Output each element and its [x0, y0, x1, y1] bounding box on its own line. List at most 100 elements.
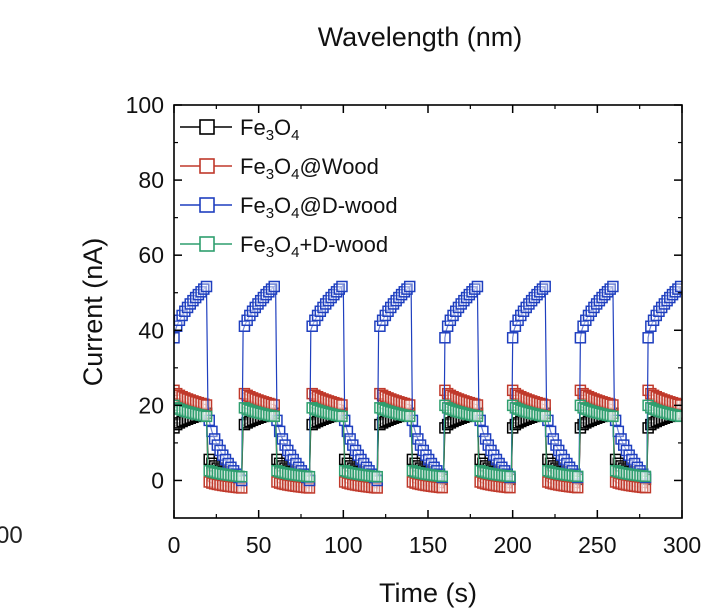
data-point [479, 433, 492, 445]
data-point [571, 481, 584, 494]
data-point [509, 320, 522, 332]
data-point [504, 481, 516, 494]
legend-entry: Fe3O4@D-wood [180, 193, 398, 222]
y-tick-label: 80 [138, 167, 164, 193]
legend-entry: Fe3O4 [180, 115, 300, 144]
data-point [672, 283, 682, 295]
data-point [639, 481, 652, 494]
data-point [401, 283, 413, 295]
legend-entry: Fe3O4@Wood [180, 154, 379, 183]
data-point [336, 280, 348, 293]
data-point [639, 470, 652, 483]
data-point [200, 399, 213, 411]
data-point [506, 332, 519, 344]
data-point [273, 425, 286, 438]
x-tick-label: 300 [663, 532, 701, 558]
data-point [371, 470, 383, 483]
x-tick-label: 200 [493, 532, 531, 558]
data-point [409, 425, 421, 438]
data-point [471, 410, 484, 423]
x-axis-title: Time (s) [379, 578, 477, 608]
data-point [471, 399, 484, 411]
data-point [333, 283, 346, 295]
data-point [607, 399, 619, 411]
data-point [403, 399, 416, 411]
data-point [607, 280, 619, 293]
series-2 [174, 280, 682, 487]
top-axis-title: Wavelength (nm) [318, 22, 523, 52]
legend-marker [199, 236, 215, 252]
legend-marker [199, 197, 215, 213]
data-point [174, 320, 183, 332]
data-point [198, 283, 210, 295]
data-point [268, 410, 280, 423]
y-tick-label: 100 [126, 92, 164, 118]
data-point [374, 320, 386, 332]
data-point [268, 280, 280, 293]
data-point [303, 470, 316, 483]
data-point [645, 320, 657, 332]
x-tick-label: 250 [578, 532, 616, 558]
data-point [441, 320, 454, 332]
data-point [306, 320, 318, 332]
data-point [436, 470, 448, 483]
data-point [571, 470, 584, 483]
data-point [235, 470, 248, 483]
legend-label: Fe3O4@D-wood [240, 193, 398, 222]
x-tick-label: 50 [246, 532, 272, 558]
data-point [539, 280, 551, 293]
data-point [539, 399, 551, 411]
data-point [174, 332, 180, 344]
data-point [341, 425, 354, 438]
data-point [403, 280, 416, 293]
series-1 [174, 384, 682, 494]
series-layer [174, 280, 682, 494]
legend-marker [199, 158, 215, 174]
y-tick-label: 40 [138, 317, 164, 343]
data-point [344, 433, 356, 445]
data-point [674, 280, 682, 293]
legend-label: Fe3O4+D-wood [240, 232, 388, 261]
y-tick-label: 20 [138, 392, 164, 418]
legend-marker [199, 119, 215, 135]
data-point [536, 283, 549, 295]
series-line [174, 283, 682, 483]
legend-label: Fe3O4@Wood [240, 154, 379, 183]
data-point [439, 332, 451, 344]
data-point [336, 410, 348, 423]
data-point [577, 320, 589, 332]
x-tick-label: 150 [409, 532, 447, 558]
data-point [607, 410, 619, 423]
data-point [642, 332, 654, 344]
data-point [471, 280, 484, 293]
legend: Fe3O4 Fe3O4@Wood Fe3O4@D-wood Fe3O4+D-wood [180, 115, 398, 261]
axes-layer: 0 50 100 150 200 250 300 0 20 40 60 80 100 [126, 92, 702, 558]
data-point [604, 283, 616, 295]
x-tick-label: 0 [168, 532, 181, 558]
data-point [200, 280, 213, 293]
data-point [574, 332, 587, 344]
data-point [200, 410, 213, 423]
data-point [412, 433, 424, 445]
series-3 [174, 399, 682, 483]
data-point [265, 283, 278, 295]
y-tick-label: 0 [151, 467, 164, 493]
data-point [436, 481, 448, 494]
y-axis-title: Current (nA) [78, 238, 108, 387]
data-point [208, 433, 221, 445]
data-point [539, 410, 551, 423]
y-tick-label: 60 [138, 242, 164, 268]
legend-entry: Fe3O4+D-wood [180, 232, 388, 261]
data-point [674, 410, 682, 423]
data-point [615, 433, 627, 445]
data-point [504, 470, 516, 483]
x-tick-label: 100 [324, 532, 362, 558]
data-point [468, 283, 481, 295]
data-point [268, 399, 280, 411]
data-point [403, 410, 416, 423]
data-point [238, 320, 251, 332]
data-point [547, 433, 560, 445]
data-point [336, 399, 348, 411]
legend-label: Fe3O4 [240, 115, 300, 144]
